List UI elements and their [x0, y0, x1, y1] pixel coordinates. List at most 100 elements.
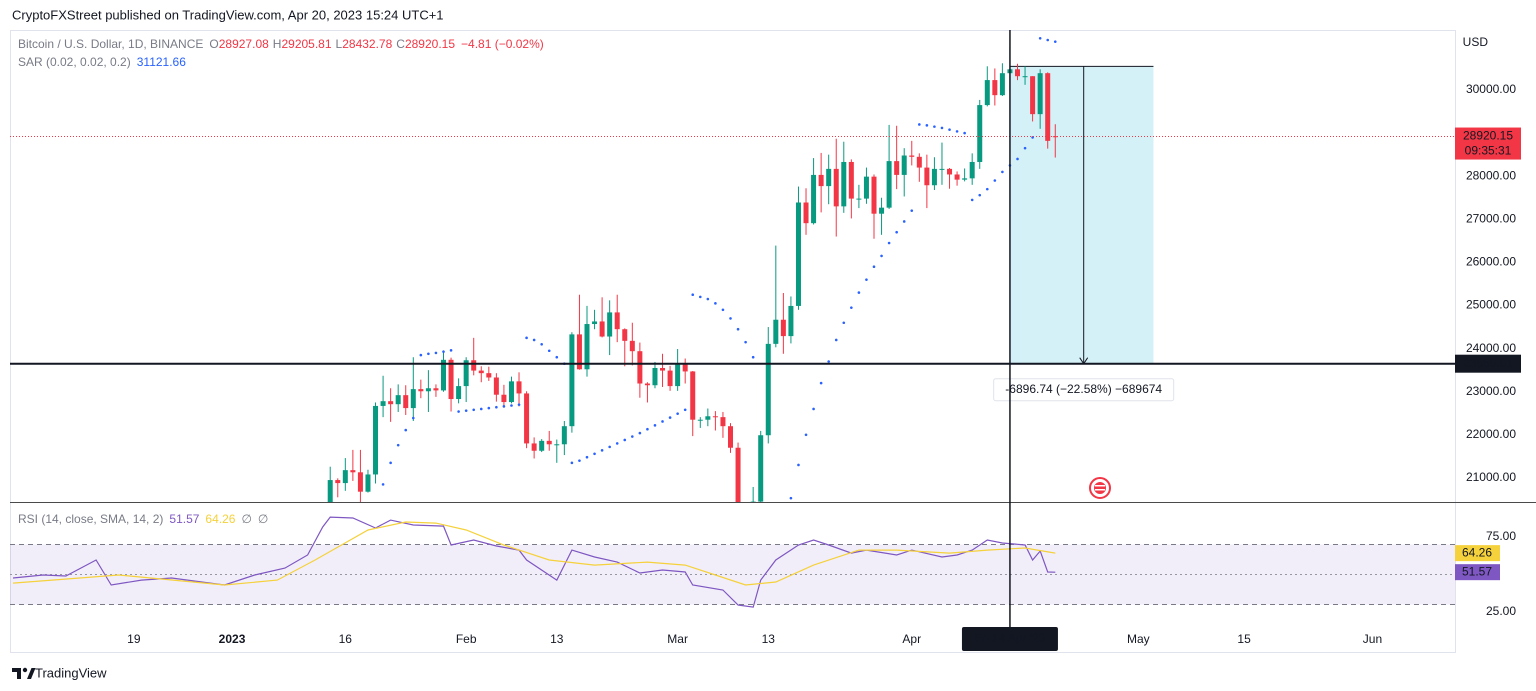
sar-dot: [857, 291, 861, 294]
sar-dot: [555, 355, 559, 359]
countdown-label: 09:35:31: [1465, 144, 1512, 158]
candle-body: [826, 168, 832, 187]
measure-range: [1009, 66, 1154, 364]
ohlc-key: O: [209, 37, 218, 51]
candle-body: [788, 305, 794, 337]
candle-body: [456, 386, 462, 400]
candle-body: [871, 176, 877, 214]
candle-body: [728, 426, 733, 448]
sar-dot: [449, 349, 453, 352]
sar-dot: [804, 433, 808, 437]
candle-body: [584, 324, 590, 370]
sar-dot: [381, 483, 385, 486]
sar-dot: [487, 406, 491, 410]
candle-body: [811, 174, 817, 224]
candle-body: [335, 480, 341, 484]
sar-dot: [547, 349, 551, 353]
sar-dot: [797, 463, 800, 467]
candle-body: [675, 364, 681, 387]
candle-body: [841, 161, 847, 207]
candle-body: [803, 202, 809, 224]
sar-dot: [638, 431, 642, 435]
sar-dot: [940, 126, 944, 130]
y-tick-label: 27000.00: [1466, 211, 1516, 225]
ohlc-value: 29205.81: [281, 37, 331, 51]
sar-dot: [525, 336, 528, 340]
x-tick-label: Feb: [456, 632, 477, 646]
candle-body: [599, 321, 605, 337]
x-tick-label: 15: [1237, 632, 1251, 646]
y-tick-label: 22000.00: [1466, 427, 1516, 441]
candle-body: [644, 383, 650, 386]
measure-label: -6896.74 (−22.58%) −689674: [1005, 382, 1162, 396]
sar-dot: [329, 610, 332, 613]
candle-body: [478, 370, 484, 374]
rsi-value-tag-label: 64.26: [1462, 545, 1492, 559]
candle-body: [690, 371, 696, 420]
candle-body: [554, 444, 560, 446]
candle-body: [931, 168, 937, 186]
candle-body: [780, 319, 786, 337]
sar-dot: [457, 410, 460, 413]
measure-label-box: [993, 378, 1175, 402]
candle-body: [750, 501, 756, 502]
sar-dot: [608, 445, 611, 449]
y-tick-label: 26000.00: [1466, 255, 1516, 269]
sar-dot: [1053, 40, 1057, 43]
candle-body: [962, 178, 968, 180]
rsi-legend-value: 51.57: [169, 512, 199, 526]
candle-body: [735, 447, 741, 502]
sar-dot: [902, 220, 906, 223]
sar-dot: [1038, 36, 1042, 40]
sar-dot: [744, 340, 747, 344]
candle-body: [448, 359, 454, 400]
candle-body: [879, 207, 885, 214]
sar-dot: [706, 297, 710, 301]
event-icon[interactable]: [1089, 477, 1111, 499]
candle-body: [886, 161, 892, 208]
currency-label: USD: [1463, 35, 1489, 49]
candle-body: [984, 80, 990, 106]
sar-dot: [367, 515, 370, 518]
candle-body: [569, 334, 575, 427]
candle-body: [531, 443, 537, 451]
rsi-line: [12, 516, 1056, 608]
candle-body: [1037, 73, 1043, 115]
rsi-value-tag: [1455, 545, 1500, 562]
sar-dot: [842, 321, 846, 325]
sar-dot: [1046, 38, 1050, 42]
sar-dot: [517, 403, 521, 406]
candle-body: [909, 155, 915, 157]
sar-dot: [1001, 170, 1004, 174]
tradingview-logo[interactable]: [12, 667, 36, 679]
sar-dot: [661, 420, 664, 423]
rsi-tick-label: 25.00: [1486, 604, 1516, 618]
sar-dot: [970, 198, 974, 202]
candle-body: [682, 364, 688, 372]
sar-dot: [963, 131, 966, 135]
brand-name[interactable]: TradingView: [35, 665, 107, 680]
chart-frame: [10, 30, 1456, 653]
candle-body: [939, 168, 945, 170]
rsi-legend-extra: ∅: [258, 512, 268, 526]
candle-body: [977, 105, 983, 162]
candle-body: [833, 168, 839, 207]
candle-body: [652, 367, 658, 386]
sar-dot: [736, 327, 740, 331]
y-tick-label: 30000.00: [1466, 82, 1516, 96]
candle-body: [743, 505, 748, 514]
sar-dot: [789, 496, 793, 500]
candle-body: [947, 168, 953, 175]
x-tick-label: Jun: [1363, 632, 1382, 646]
sar-value: 31121.66: [137, 55, 186, 69]
candle-body: [539, 440, 545, 451]
x-tick-label: 13: [762, 632, 776, 646]
rsi-legend-value: 64.26: [205, 512, 235, 526]
x-tick-label: 13: [550, 632, 564, 646]
sar-dot: [714, 302, 717, 305]
candle-body: [1022, 76, 1028, 78]
candle-body: [576, 334, 582, 370]
rsi-legend: RSI (14, close, SMA, 14, 2) 51.57 64.26 ∅ ∅: [18, 512, 268, 526]
candle-body: [1045, 73, 1051, 141]
